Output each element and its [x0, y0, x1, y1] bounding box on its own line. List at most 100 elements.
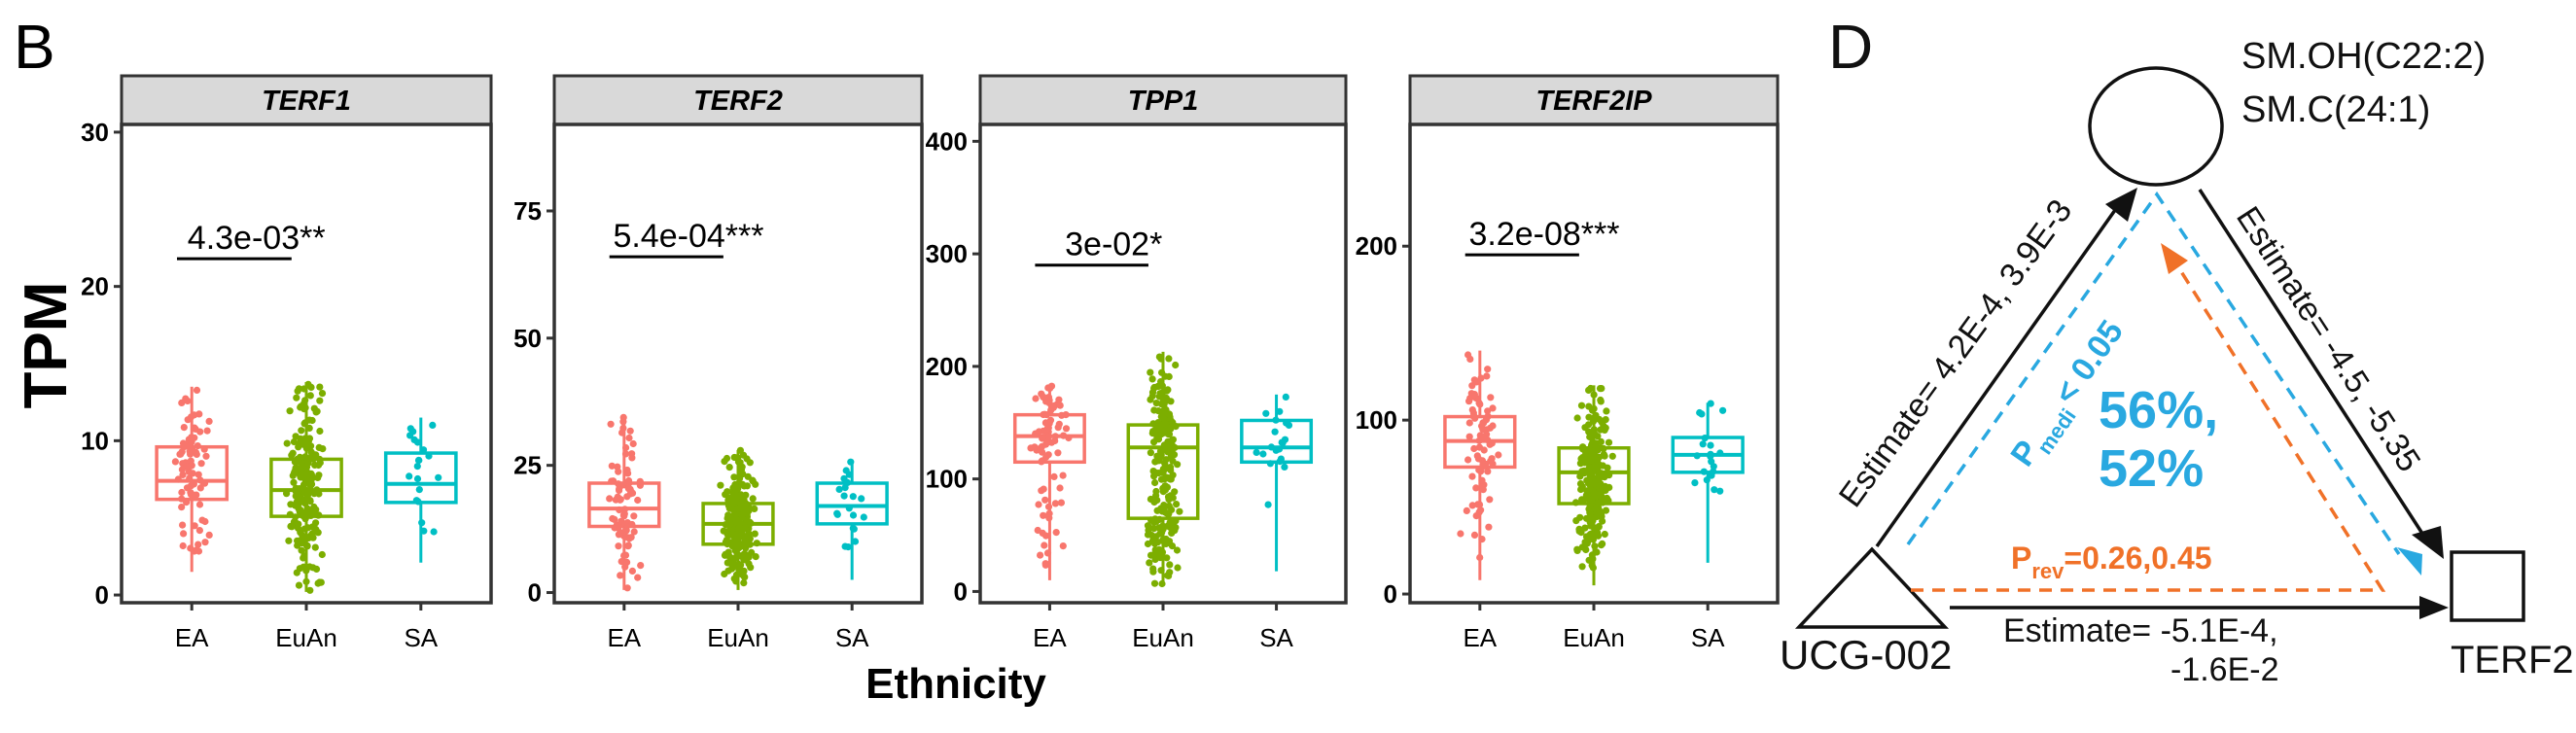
- data-point: [1157, 567, 1165, 575]
- exposure-node: [1794, 546, 1950, 629]
- box-sa: [1240, 393, 1314, 572]
- x-tick-label: EuAn: [275, 623, 337, 652]
- edge-left-label: Estimate= 4.2E-4, 3.9E-3: [1832, 192, 2080, 513]
- data-point: [746, 518, 754, 526]
- data-point: [732, 515, 740, 524]
- data-point: [290, 478, 298, 486]
- edge-bottom-label-2: -1.6E-2: [2170, 651, 2279, 688]
- data-point: [1165, 355, 1173, 363]
- data-point: [1587, 482, 1595, 490]
- data-point: [296, 465, 304, 472]
- data-point: [1602, 416, 1609, 424]
- data-point: [1162, 443, 1170, 451]
- data-point: [637, 562, 645, 570]
- data-point: [621, 450, 630, 458]
- data-point: [1168, 436, 1176, 444]
- data-point: [305, 424, 313, 432]
- data-point: [1477, 374, 1485, 382]
- data-point: [283, 490, 291, 498]
- x-tick-label: SA: [1259, 623, 1293, 652]
- data-point: [1597, 437, 1605, 445]
- data-point: [1467, 390, 1475, 398]
- data-point: [1159, 469, 1167, 476]
- data-point: [300, 385, 308, 393]
- proportion-line-2: 52%: [2099, 439, 2204, 498]
- data-point: [1487, 457, 1495, 465]
- data-point: [1044, 451, 1052, 459]
- data-point: [314, 473, 322, 481]
- metabolite-name-1: SM.OH(C22:2): [2241, 36, 2486, 77]
- data-point: [202, 452, 210, 460]
- data-point: [1157, 355, 1165, 363]
- data-point: [1153, 452, 1161, 460]
- data-point: [1573, 546, 1581, 555]
- y-tick-label: 20: [81, 272, 109, 301]
- data-point: [1487, 394, 1495, 401]
- data-point: [1703, 476, 1711, 484]
- data-point: [1468, 472, 1476, 480]
- data-point: [1602, 424, 1609, 432]
- data-point: [1457, 530, 1464, 538]
- data-point: [413, 463, 421, 471]
- data-point: [1489, 422, 1497, 430]
- data-point: [1151, 469, 1159, 476]
- data-point: [1159, 484, 1167, 492]
- data-point: [730, 453, 738, 462]
- data-point: [1691, 479, 1699, 487]
- data-point: [606, 495, 614, 503]
- data-point: [1585, 413, 1593, 421]
- data-point: [435, 473, 442, 481]
- data-point: [292, 513, 300, 521]
- data-point: [296, 453, 303, 461]
- data-point: [178, 488, 186, 497]
- data-point: [179, 471, 187, 478]
- x-tick-label: EA: [175, 623, 209, 652]
- data-point: [1041, 561, 1049, 569]
- data-point: [312, 525, 320, 534]
- data-point: [1601, 530, 1608, 539]
- data-point: [1151, 458, 1159, 466]
- data-point: [194, 471, 202, 478]
- data-point: [174, 475, 182, 483]
- facet-strip: [120, 74, 493, 126]
- data-point: [406, 432, 414, 439]
- data-point: [1062, 425, 1071, 433]
- data-point: [1586, 502, 1594, 509]
- data-point: [298, 546, 305, 554]
- data-point: [303, 541, 311, 549]
- data-point: [1585, 386, 1593, 394]
- edge-exposure-to-metabolite: [1875, 194, 2127, 548]
- data-point: [1148, 389, 1157, 397]
- data-point: [1051, 500, 1059, 507]
- data-point: [1047, 382, 1056, 390]
- data-point: [1465, 433, 1473, 440]
- data-point: [749, 476, 757, 484]
- reverse-path: [1911, 254, 2386, 592]
- data-point: [180, 424, 188, 432]
- data-point: [621, 551, 630, 559]
- data-point: [849, 511, 858, 519]
- data-point: [746, 541, 754, 548]
- y-tick-label: 0: [95, 580, 109, 610]
- data-point: [752, 553, 759, 561]
- data-point: [1156, 506, 1164, 514]
- data-point: [1045, 509, 1053, 517]
- data-point: [634, 574, 642, 581]
- data-point: [193, 450, 200, 458]
- data-point: [420, 527, 428, 535]
- p-value-label: 4.3e-03**: [188, 220, 326, 257]
- data-point: [304, 459, 312, 467]
- data-point: [611, 524, 618, 532]
- data-point: [736, 459, 744, 467]
- data-point: [205, 531, 213, 540]
- data-point: [1592, 411, 1600, 419]
- data-point: [1168, 529, 1176, 538]
- data-point: [413, 474, 422, 483]
- outcome-label: TERF2: [2451, 639, 2574, 681]
- data-point: [725, 464, 733, 471]
- data-point: [1272, 416, 1280, 424]
- data-point: [1594, 446, 1602, 454]
- data-point: [733, 550, 741, 558]
- data-point: [304, 534, 312, 542]
- data-point: [628, 520, 636, 529]
